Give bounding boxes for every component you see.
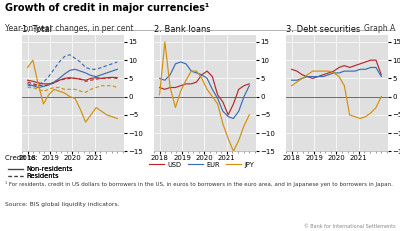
Text: Growth of credit in major currencies¹: Growth of credit in major currencies¹: [5, 3, 209, 13]
Text: 3. Debt securities: 3. Debt securities: [286, 25, 360, 34]
Legend: USD, EUR, JPY: USD, EUR, JPY: [149, 161, 254, 167]
Text: ¹ For residents, credit in US dollars to borrowers in the US, in euros to borrow: ¹ For residents, credit in US dollars to…: [5, 181, 393, 187]
Text: Credit to:: Credit to:: [5, 155, 37, 161]
Text: Year-on-year changes, in per cent: Year-on-year changes, in per cent: [5, 24, 133, 33]
Text: Source: BIS global liquidity indicators.: Source: BIS global liquidity indicators.: [5, 202, 119, 207]
Text: © Bank for International Settlements: © Bank for International Settlements: [304, 224, 395, 229]
Text: 2. Bank loans: 2. Bank loans: [154, 25, 211, 34]
Text: Graph A: Graph A: [364, 24, 395, 33]
Text: 1. Total: 1. Total: [22, 25, 52, 34]
Legend: Non-residents, Residents: Non-residents, Residents: [8, 166, 73, 179]
